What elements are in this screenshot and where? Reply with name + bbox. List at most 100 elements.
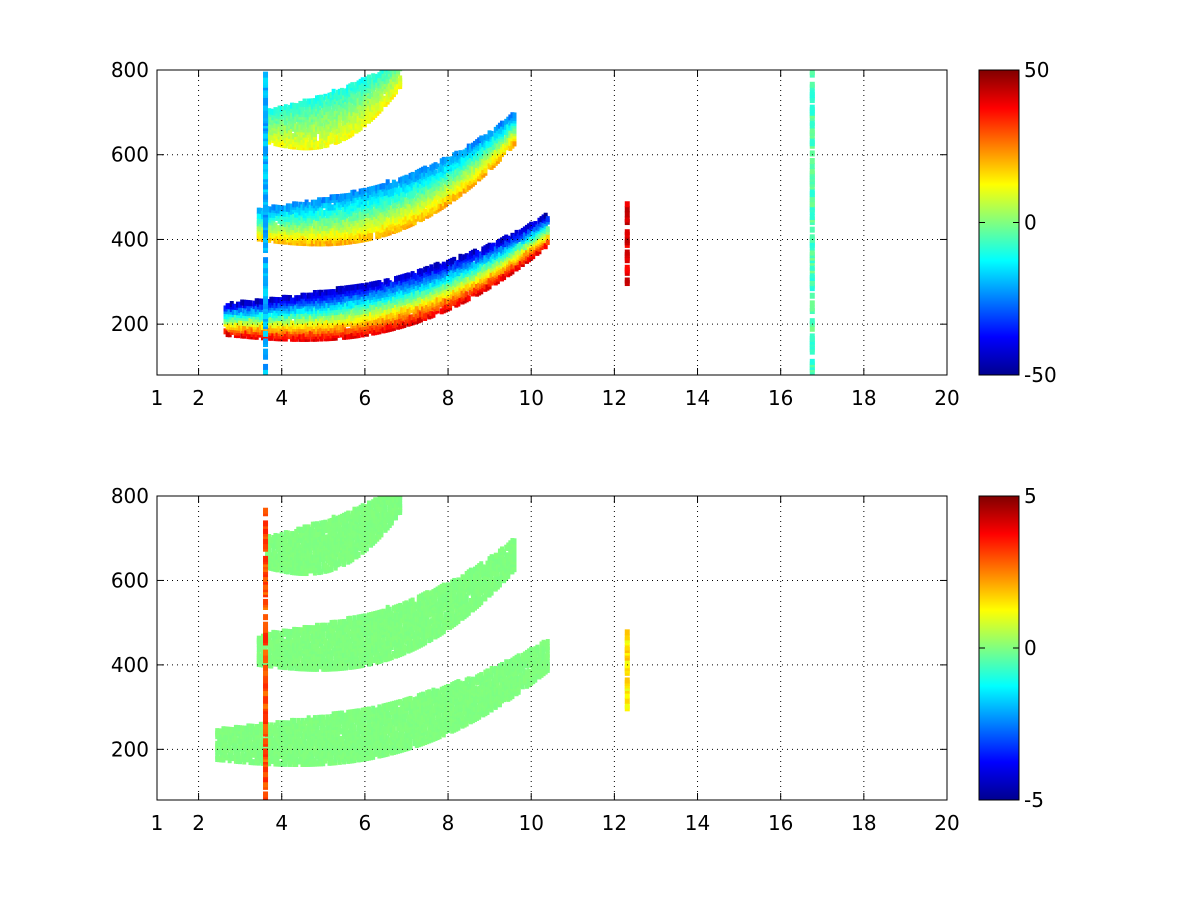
heatmap-cell (267, 757, 272, 764)
heatmap-cell (306, 325, 311, 332)
heatmap-cell (529, 221, 534, 228)
heatmap-cell (487, 242, 492, 249)
heatmap-cell (383, 210, 388, 217)
heatmap-cell (437, 296, 442, 303)
heatmap-cell (390, 61, 394, 67)
heatmap-cell (308, 232, 313, 239)
heatmap-cell (445, 259, 450, 266)
heatmap-cell (389, 282, 394, 289)
heatmap-cell (456, 187, 461, 194)
heatmap-cell (296, 136, 301, 143)
x-tick-label: 2 (192, 386, 205, 410)
heatmap-cell (283, 205, 288, 212)
heatmap-cell (456, 300, 461, 307)
heatmap-cell (317, 289, 322, 296)
heatmap-cell (296, 206, 301, 213)
heatmap-cell (333, 110, 338, 117)
heatmap-cell (298, 239, 303, 246)
heatmap-cell (317, 322, 322, 329)
heatmap-cell (408, 307, 413, 314)
heatmap-cell (344, 295, 349, 302)
heatmap-cell (223, 749, 228, 756)
heatmap-cell (350, 299, 355, 306)
heatmap-cell (514, 245, 519, 252)
heatmap-cell (248, 759, 253, 766)
heatmap-cell (327, 307, 332, 314)
heatmap-cell (418, 172, 423, 179)
heatmap-cell (366, 222, 371, 229)
heatmap-cell (406, 176, 411, 183)
heatmap-cell (383, 286, 388, 293)
heatmap-cell (470, 165, 475, 172)
heatmap-cell (398, 279, 403, 286)
heatmap-cell (325, 209, 330, 216)
heatmap-cell (522, 251, 527, 258)
heatmap-cell (375, 202, 380, 209)
heatmap-cell (350, 82, 355, 89)
heatmap-cell (433, 169, 438, 176)
heatmap-cell (308, 116, 313, 123)
heatmap-cell (427, 288, 432, 295)
heatmap-cell (240, 299, 245, 306)
heatmap-cell (317, 215, 322, 222)
heatmap-cell (350, 92, 355, 99)
heatmap-cell (302, 300, 307, 307)
heatmap-cell (466, 184, 471, 191)
heatmap-cell (312, 207, 317, 214)
heatmap-cell (377, 102, 382, 109)
heatmap-cell (342, 206, 347, 213)
heatmap-cell (337, 231, 342, 238)
heatmap-cell (279, 215, 284, 222)
colorbar-tick-label: -50 (1024, 363, 1057, 387)
heatmap-cell (310, 108, 315, 115)
heatmap-cell (263, 183, 269, 190)
heatmap-cell (246, 756, 251, 763)
heatmap-cell (254, 318, 259, 325)
heatmap-cell (217, 728, 222, 735)
heatmap-cell (337, 134, 342, 141)
heatmap-cell (809, 300, 815, 307)
heatmap-cell (279, 105, 284, 112)
heatmap-cell (364, 192, 369, 199)
heatmap-cell (317, 302, 322, 309)
heatmap-cell (348, 300, 353, 307)
heatmap-cell (329, 114, 334, 121)
heatmap-cell (275, 112, 280, 119)
y-tick-label: 200 (111, 312, 149, 336)
heatmap-cell (464, 170, 469, 177)
heatmap-cell (263, 112, 269, 119)
heatmap-cell (319, 232, 324, 239)
heatmap-cell (381, 223, 386, 230)
heatmap-cell (392, 63, 396, 69)
heatmap-cell (287, 305, 292, 312)
heatmap-cell (462, 254, 467, 261)
heatmap-cell (493, 126, 498, 133)
heatmap-cell (256, 724, 261, 731)
heatmap-cell (348, 215, 353, 222)
heatmap-cell (258, 323, 263, 330)
heatmap-cell (543, 243, 548, 250)
heatmap-cell (466, 254, 471, 261)
heatmap-cell (383, 200, 388, 207)
heatmap-cell (418, 296, 423, 303)
heatmap-cell (333, 291, 338, 298)
heatmap-cell (327, 92, 332, 99)
heatmap-cell (321, 217, 326, 224)
heatmap-cell (466, 295, 471, 302)
heatmap-cell (416, 196, 421, 203)
heatmap-cell (479, 270, 484, 277)
heatmap-cell (502, 121, 507, 128)
heatmap-cell (518, 242, 523, 249)
heatmap-cell (624, 216, 630, 223)
heatmap-cell (387, 83, 392, 90)
heatmap-cell (458, 253, 463, 260)
heatmap-cell (290, 203, 295, 210)
heatmap-cell (300, 217, 305, 224)
heatmap-cell (271, 109, 276, 116)
heatmap-cell (300, 101, 305, 108)
heatmap-cell (248, 300, 253, 307)
heatmap-cell (452, 180, 457, 187)
heatmap-cell (387, 211, 392, 218)
heatmap-cell (404, 293, 409, 300)
heatmap-cell (281, 238, 286, 245)
